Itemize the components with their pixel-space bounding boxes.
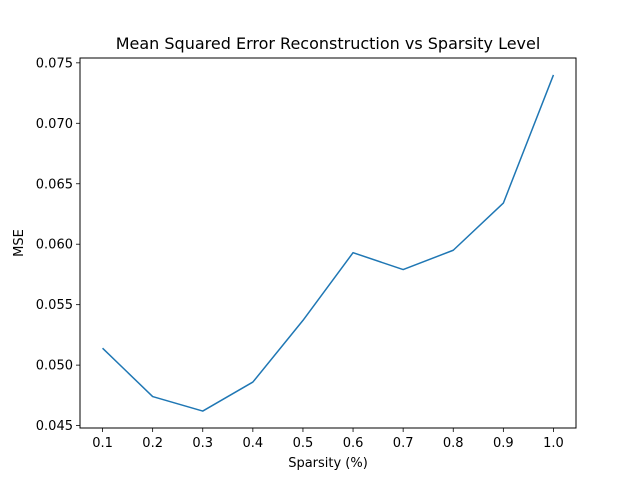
y-tick-label: 0.055 <box>36 298 73 313</box>
x-tick-label: 0.8 <box>443 436 464 451</box>
y-tick-label: 0.065 <box>36 177 73 192</box>
x-axis: 0.1 0.2 0.3 0.4 0.5 0.6 0.7 0.8 0.9 1.0 <box>92 428 564 451</box>
x-tick-label: 0.9 <box>493 436 514 451</box>
x-axis-label: Sparsity (%) <box>288 456 368 471</box>
series-line-0 <box>102 74 555 412</box>
plot-frame <box>79 57 577 429</box>
chart-title: Mean Squared Error Reconstruction vs Spa… <box>116 34 541 53</box>
x-tick-label: 0.4 <box>243 436 264 451</box>
plot-series-layer <box>102 74 555 412</box>
y-tick-label: 0.050 <box>36 359 73 374</box>
y-tick-label: 0.060 <box>36 238 73 253</box>
x-tick-label: 0.7 <box>393 436 414 451</box>
x-tick-label: 0.2 <box>142 436 163 451</box>
y-axis-label: MSE <box>12 229 27 257</box>
x-tick-label: 1.0 <box>543 436 564 451</box>
x-tick-label: 0.5 <box>293 436 314 451</box>
y-tick-label: 0.045 <box>36 419 73 434</box>
y-tick-label: 0.070 <box>36 117 73 132</box>
x-tick-label: 0.6 <box>343 436 364 451</box>
x-tick-label: 0.3 <box>192 436 213 451</box>
x-tick-label: 0.1 <box>92 436 113 451</box>
y-axis: 0.045 0.050 0.055 0.060 0.065 0.070 0.075 <box>36 56 80 434</box>
y-tick-label: 0.075 <box>36 56 73 71</box>
